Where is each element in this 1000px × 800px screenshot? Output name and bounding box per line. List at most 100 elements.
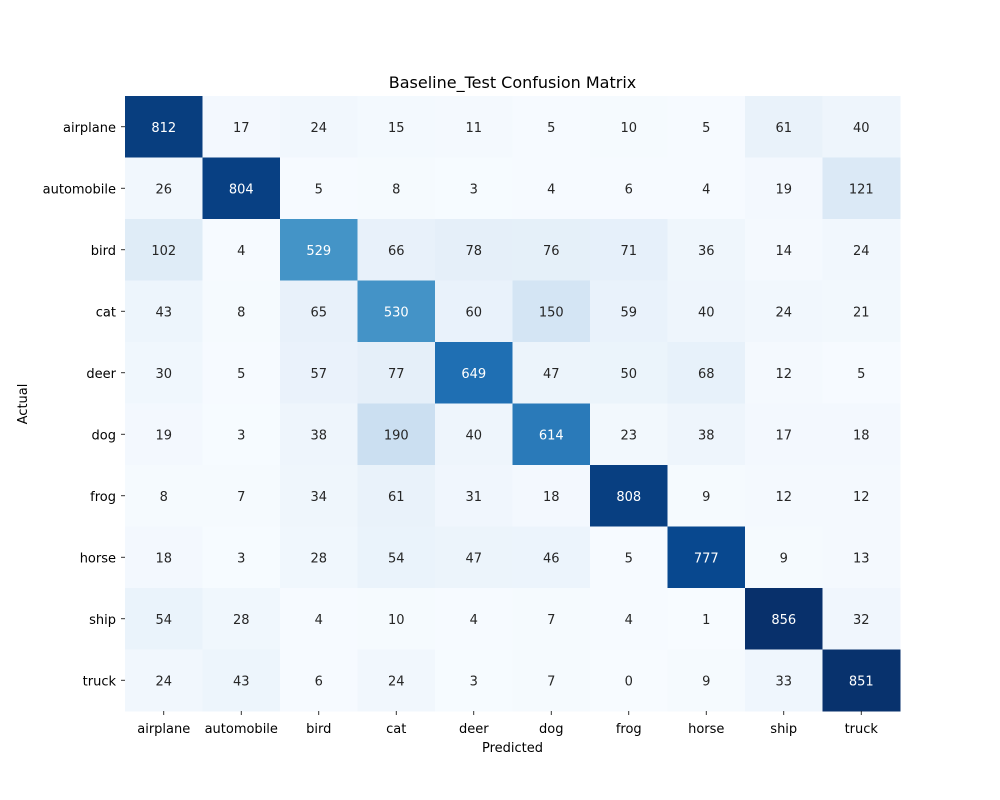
- heatmap-cell: [202, 465, 281, 527]
- heatmap-cell: [435, 280, 513, 343]
- heatmap-cell: [822, 526, 901, 589]
- heatmap-cell: [357, 588, 436, 650]
- cell-value-label: 3: [237, 428, 245, 443]
- heatmap-cell: [357, 96, 436, 158]
- cell-value-label: 5: [237, 367, 245, 382]
- heatmap-cell: [745, 157, 823, 220]
- heatmap-cell: [745, 280, 823, 343]
- heatmap-cell: [590, 588, 668, 650]
- heatmap-cell: [357, 342, 436, 404]
- heatmap-cell: [667, 649, 746, 712]
- heatmap-cell: [590, 403, 668, 466]
- cell-value-label: 11: [465, 121, 482, 136]
- cell-value-label: 3: [470, 182, 478, 197]
- heatmap-cell: [202, 219, 281, 281]
- cell-value-label: 5: [315, 182, 323, 197]
- cell-value-label: 32: [853, 613, 870, 628]
- cell-value-label: 7: [547, 674, 555, 689]
- cell-value-label: 66: [388, 244, 405, 259]
- y-tick-label: dog: [92, 428, 116, 443]
- cell-value-label: 61: [775, 121, 792, 136]
- x-tick-label: cat: [386, 722, 406, 737]
- heatmap-cell: [745, 588, 823, 650]
- heatmap-cell: [435, 342, 513, 404]
- heatmap-cell: [202, 588, 281, 650]
- x-tick-label: truck: [845, 722, 879, 737]
- cell-value-label: 8: [237, 305, 245, 320]
- x-tick-label: frog: [616, 722, 642, 737]
- heatmap-cell: [667, 157, 746, 220]
- cell-value-label: 529: [306, 244, 331, 259]
- heatmap-cell: [435, 465, 513, 527]
- cell-value-label: 18: [853, 428, 870, 443]
- x-tick-label: dog: [539, 722, 563, 737]
- cell-value-label: 530: [384, 305, 409, 320]
- cell-value-label: 4: [547, 182, 555, 197]
- cell-value-label: 804: [229, 182, 254, 197]
- cell-value-label: 6: [625, 182, 633, 197]
- cell-value-label: 4: [625, 613, 633, 628]
- cell-value-label: 17: [233, 121, 250, 136]
- cell-value-label: 40: [465, 428, 482, 443]
- cell-value-label: 77: [388, 367, 405, 382]
- cell-value-label: 36: [698, 244, 715, 259]
- x-tick-label: ship: [770, 722, 797, 737]
- heatmap-cell: [667, 526, 746, 589]
- heatmap-cell: [667, 403, 746, 466]
- cell-value-label: 9: [780, 551, 788, 566]
- x-tick-label: airplane: [137, 722, 190, 737]
- cell-value-label: 18: [155, 551, 172, 566]
- heatmap-cell: [590, 280, 668, 343]
- cell-value-label: 43: [155, 305, 172, 320]
- chart-title: Baseline_Test Confusion Matrix: [389, 73, 636, 93]
- cell-value-label: 5: [857, 367, 865, 382]
- heatmap-cell: [280, 403, 358, 466]
- cell-value-label: 7: [237, 490, 245, 505]
- y-tick-label: automobile: [43, 182, 116, 197]
- cell-value-label: 5: [625, 551, 633, 566]
- cell-value-label: 9: [702, 490, 710, 505]
- cell-value-label: 121: [849, 182, 874, 197]
- cell-value-label: 10: [388, 613, 405, 628]
- heatmap-cell: [667, 280, 746, 343]
- cell-value-label: 78: [465, 244, 482, 259]
- heatmap-cell: [590, 157, 668, 220]
- cell-value-label: 65: [310, 305, 327, 320]
- heatmap-cell: [125, 465, 203, 527]
- heatmap-cell: [202, 526, 281, 589]
- cell-value-label: 54: [388, 551, 405, 566]
- cell-value-label: 3: [470, 674, 478, 689]
- heatmap-cell: [280, 526, 358, 589]
- heatmap-cell: [357, 526, 436, 589]
- heatmap-cell: [512, 403, 591, 466]
- y-axis-ticks: airplane automobile bird cat deer dog frog hors…: [43, 121, 125, 689]
- heatmap-cell: [512, 526, 591, 589]
- cell-value-label: 12: [853, 490, 870, 505]
- cell-value-label: 71: [620, 244, 637, 259]
- cell-value-label: 4: [237, 244, 245, 259]
- cell-value-label: 61: [388, 490, 405, 505]
- cell-value-label: 3: [237, 551, 245, 566]
- heatmap-cell: [357, 649, 436, 712]
- heatmap-cell: [280, 588, 358, 650]
- heatmap-cell: [745, 219, 823, 281]
- cell-value-label: 1: [702, 613, 710, 628]
- cell-value-label: 24: [388, 674, 405, 689]
- cell-value-label: 102: [151, 244, 176, 259]
- cell-value-label: 47: [543, 367, 560, 382]
- cell-value-label: 54: [155, 613, 172, 628]
- cell-value-label: 40: [853, 121, 870, 136]
- cell-value-label: 76: [543, 244, 560, 259]
- heatmap-cell: [745, 526, 823, 589]
- heatmap-cell: [745, 465, 823, 527]
- cell-value-label: 13: [853, 551, 870, 566]
- cell-value-label: 24: [310, 121, 327, 136]
- heatmap-cell: [512, 280, 591, 343]
- cell-value-label: 4: [702, 182, 710, 197]
- cell-value-label: 5: [547, 121, 555, 136]
- heatmap-cell: [512, 157, 591, 220]
- heatmap-cell: [590, 649, 668, 712]
- heatmap-cell: [667, 342, 746, 404]
